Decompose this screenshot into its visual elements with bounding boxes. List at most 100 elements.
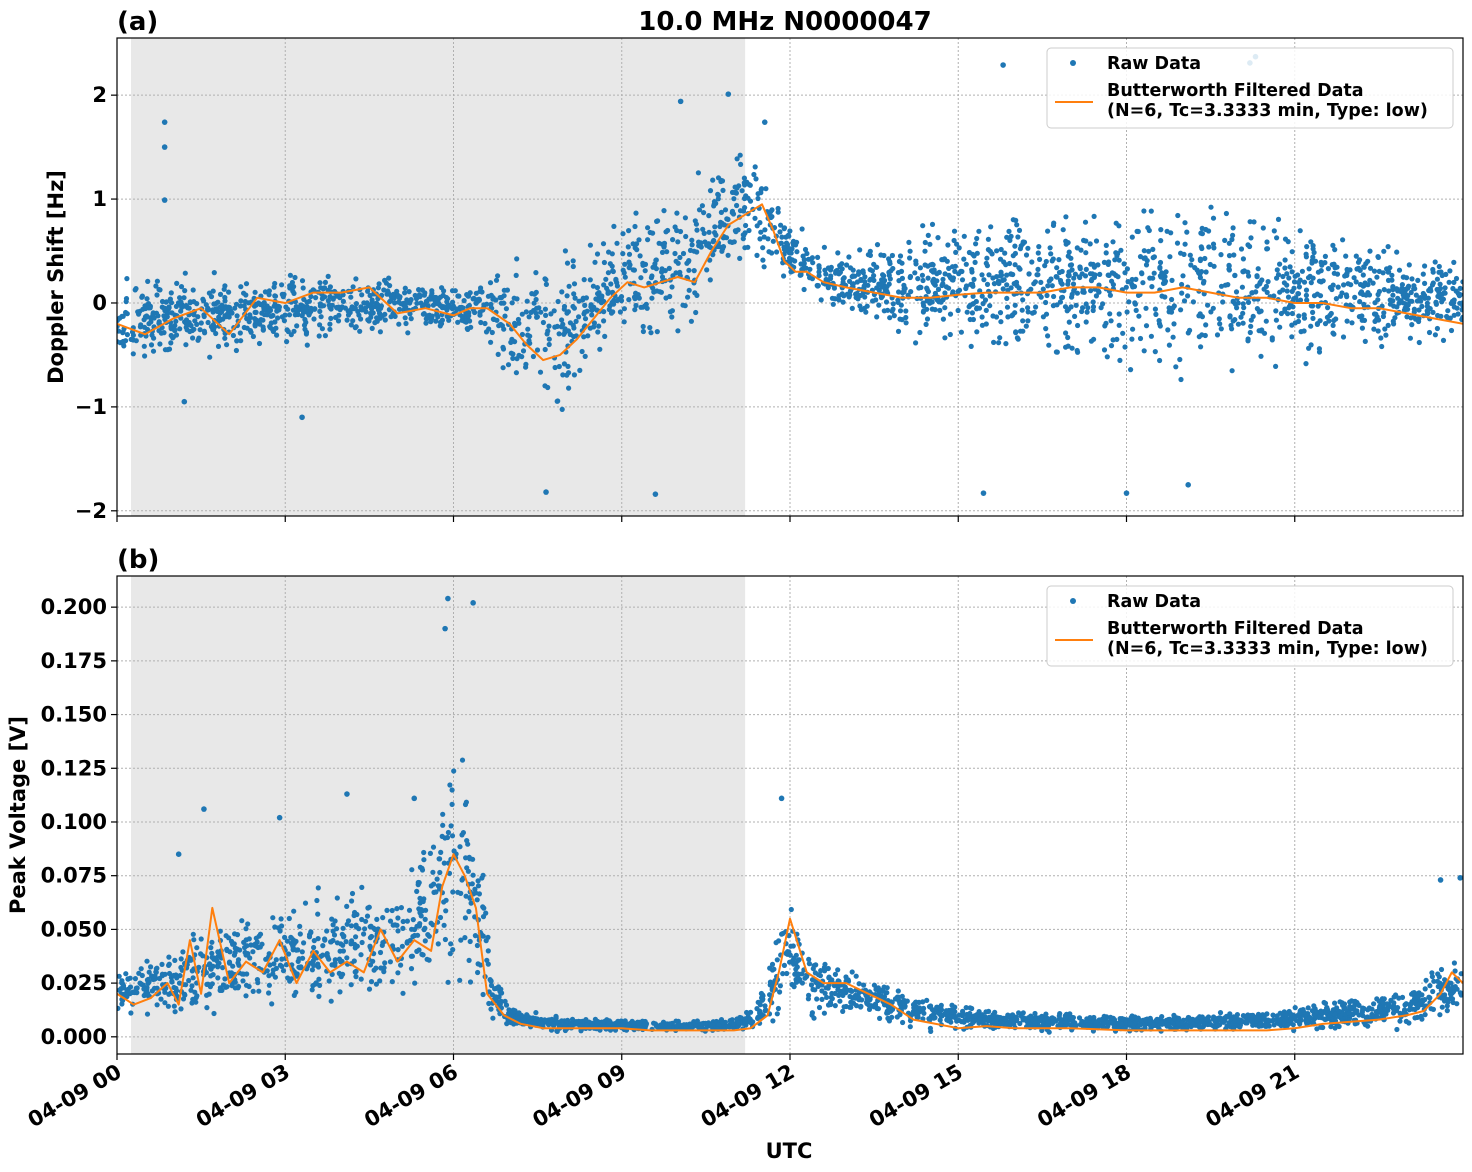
raw-data-point — [781, 273, 787, 279]
raw-data-point — [917, 284, 923, 290]
raw-data-point — [1357, 281, 1364, 288]
raw-data-point — [1310, 254, 1316, 260]
raw-data-point — [270, 915, 276, 921]
raw-data-point — [897, 1012, 903, 1018]
raw-data-point — [969, 310, 976, 316]
raw-data-point — [884, 288, 890, 294]
raw-data-point — [564, 260, 571, 266]
raw-data-point — [988, 224, 994, 230]
raw-data-point — [1391, 321, 1397, 327]
raw-data-point — [165, 1003, 171, 1009]
raw-data-point — [1090, 307, 1096, 314]
raw-data-point — [1305, 1005, 1311, 1011]
raw-data-point — [601, 259, 608, 266]
raw-data-point — [1199, 245, 1205, 252]
raw-data-point — [217, 291, 224, 297]
raw-data-point — [806, 961, 813, 967]
raw-data-point — [144, 296, 150, 302]
raw-data-point — [976, 228, 982, 234]
raw-data-point — [1188, 262, 1194, 268]
raw-data-point — [322, 279, 328, 285]
raw-data-point — [594, 285, 601, 291]
raw-data-point — [533, 270, 539, 276]
raw-data-point — [238, 298, 244, 304]
raw-data-point — [387, 918, 394, 924]
raw-data-point — [340, 298, 346, 304]
raw-data-point — [402, 315, 408, 321]
raw-data-point — [939, 1013, 945, 1019]
raw-data-point — [243, 926, 249, 932]
raw-data-point — [828, 1001, 834, 1008]
raw-data-point — [311, 316, 317, 322]
raw-data-point — [566, 385, 572, 391]
raw-data-point — [924, 997, 930, 1004]
raw-data-point — [1002, 250, 1008, 256]
raw-data-point — [1121, 261, 1127, 267]
raw-data-point — [508, 339, 514, 345]
raw-data-point — [816, 263, 822, 269]
raw-data-point — [774, 1011, 780, 1017]
raw-data-point — [944, 1017, 950, 1023]
raw-data-point — [542, 276, 548, 282]
raw-data-point — [398, 962, 404, 968]
raw-data-point — [156, 320, 162, 326]
raw-data-point — [220, 982, 227, 988]
panel-label: (a) — [117, 7, 158, 37]
raw-data-point — [1128, 367, 1134, 373]
raw-data-point — [1091, 213, 1097, 219]
raw-data-point — [731, 196, 737, 202]
raw-data-point — [188, 322, 194, 329]
raw-data-point — [1358, 289, 1365, 295]
raw-data-point — [551, 308, 557, 314]
raw-data-point — [1264, 239, 1270, 245]
raw-data-point — [874, 314, 880, 320]
raw-data-point — [151, 335, 157, 341]
raw-data-point — [746, 1018, 752, 1025]
raw-data-point — [1017, 1020, 1023, 1027]
raw-data-point — [631, 267, 638, 273]
raw-data-point — [1261, 330, 1268, 336]
raw-data-point — [1037, 256, 1043, 262]
raw-data-point — [926, 1016, 932, 1022]
raw-data-point — [633, 210, 639, 216]
raw-data-point — [632, 307, 638, 313]
raw-data-point — [398, 905, 404, 911]
raw-data-point — [652, 491, 659, 497]
raw-data-point — [649, 295, 655, 301]
raw-data-point — [1033, 304, 1039, 310]
raw-data-point — [659, 274, 666, 280]
raw-data-point — [466, 908, 472, 915]
raw-data-point — [151, 315, 157, 321]
raw-data-point — [1289, 310, 1295, 317]
raw-data-point — [352, 305, 358, 311]
raw-data-point — [581, 277, 587, 283]
raw-data-point — [1422, 986, 1428, 992]
raw-data-point — [476, 296, 482, 302]
raw-data-point — [191, 299, 197, 305]
raw-data-point — [281, 318, 287, 324]
raw-data-point — [174, 280, 180, 286]
raw-data-point — [746, 182, 752, 188]
raw-data-point — [1308, 342, 1314, 348]
raw-data-point — [970, 283, 976, 289]
raw-data-point — [161, 197, 168, 203]
raw-data-point — [329, 971, 335, 978]
raw-data-point — [503, 306, 509, 312]
raw-data-point — [1428, 1006, 1434, 1012]
raw-data-point — [451, 768, 457, 774]
raw-data-point — [229, 310, 235, 316]
raw-data-point — [722, 207, 729, 213]
raw-data-point — [1359, 325, 1365, 331]
raw-data-point — [1275, 272, 1282, 278]
raw-data-point — [1229, 326, 1235, 332]
raw-data-point — [1043, 299, 1049, 306]
raw-data-point — [1158, 238, 1164, 244]
raw-data-point — [252, 316, 258, 322]
raw-data-point — [1345, 281, 1351, 287]
raw-data-point — [1111, 271, 1117, 277]
raw-data-point — [1245, 336, 1251, 342]
raw-data-point — [648, 330, 654, 336]
raw-data-point — [172, 327, 178, 333]
raw-data-point — [317, 308, 323, 314]
raw-data-point — [675, 239, 681, 245]
